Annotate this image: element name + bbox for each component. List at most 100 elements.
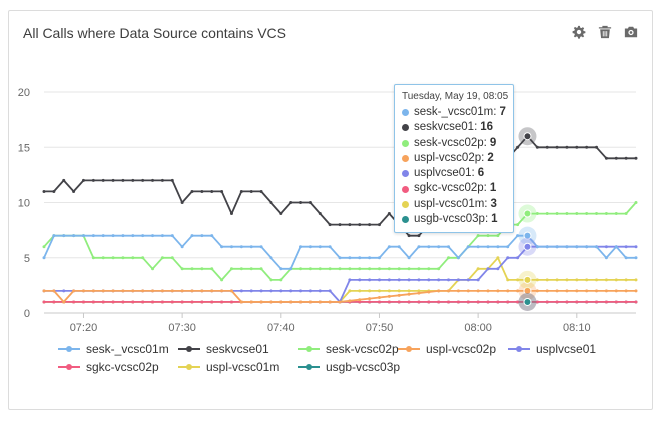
series-point xyxy=(486,267,490,271)
legend-item[interactable]: uspl-vcsc01m xyxy=(178,360,279,374)
series-point xyxy=(368,278,372,282)
series-point xyxy=(535,300,539,304)
series-point xyxy=(417,267,421,271)
legend-swatch xyxy=(58,344,80,354)
series-point xyxy=(358,223,362,227)
legend-swatch xyxy=(398,344,420,354)
series-point xyxy=(476,267,480,271)
series-point xyxy=(604,156,608,160)
series-point xyxy=(456,278,460,282)
highlight-point xyxy=(523,275,532,284)
series-point xyxy=(279,289,283,293)
camera-icon[interactable] xyxy=(624,25,638,39)
trash-icon[interactable] xyxy=(598,25,612,39)
panel-toolbar xyxy=(572,25,638,39)
series-point xyxy=(634,278,638,282)
series-point xyxy=(614,300,618,304)
legend-label: sesk-vcsc02p xyxy=(326,342,399,356)
legend-item[interactable]: uspl-vcsc02p xyxy=(398,342,496,356)
tooltip-series-value: 9 xyxy=(489,136,497,149)
series-point xyxy=(220,189,224,193)
series-point xyxy=(387,245,391,249)
legend-label: sesk-_vcsc01m xyxy=(86,342,169,356)
series-point xyxy=(131,289,135,293)
series-point xyxy=(62,178,66,182)
series-point xyxy=(555,245,559,249)
series-point xyxy=(358,256,362,260)
legend-item[interactable]: sesk-vcsc02p xyxy=(298,342,399,356)
legend-item[interactable]: seskvcse01 xyxy=(178,342,269,356)
legend-swatch xyxy=(298,344,320,354)
series-point xyxy=(170,300,174,304)
series-point xyxy=(338,267,342,271)
series-point xyxy=(397,245,401,249)
series-point xyxy=(427,278,431,282)
series-point xyxy=(555,145,559,149)
series-point xyxy=(447,289,451,293)
series-point xyxy=(279,212,283,216)
series-point xyxy=(151,178,155,182)
series-point xyxy=(377,300,381,304)
series-point xyxy=(52,234,56,238)
series-point xyxy=(496,256,500,260)
legend-label: usgb-vcsc03p xyxy=(326,360,401,374)
series-point xyxy=(318,289,322,293)
series-point xyxy=(131,256,135,260)
series-point xyxy=(456,300,460,304)
legend-item[interactable]: sesk-_vcsc01m xyxy=(58,342,169,356)
series-point xyxy=(407,289,411,293)
series-point xyxy=(368,267,372,271)
series-point xyxy=(585,212,589,216)
chart-tooltip: Tuesday, May 19, 08:05 sesk-_vcsc01m: 7 se… xyxy=(394,84,514,234)
series-point xyxy=(358,278,362,282)
series-point xyxy=(289,289,293,293)
series-point xyxy=(259,245,263,249)
legend-label: uspl-vcsc02p xyxy=(426,342,497,356)
series-point xyxy=(437,245,441,249)
series-point xyxy=(170,178,174,182)
legend-item[interactable]: usplvcse01 xyxy=(508,342,596,356)
series-point xyxy=(604,245,608,249)
series-point xyxy=(545,300,549,304)
series-point xyxy=(249,267,253,271)
series-point xyxy=(72,300,76,304)
series-point xyxy=(160,178,164,182)
series-point xyxy=(496,245,500,249)
series-point xyxy=(111,300,115,304)
series-point xyxy=(111,234,115,238)
series-point xyxy=(259,189,263,193)
series-point xyxy=(348,289,352,293)
series-point xyxy=(634,245,638,249)
series-point xyxy=(91,178,95,182)
series-point xyxy=(427,245,431,249)
y-tick-label: 5 xyxy=(24,253,30,265)
series-point xyxy=(545,245,549,249)
series-point xyxy=(358,300,362,304)
tooltip-dot xyxy=(402,139,409,147)
gear-icon[interactable] xyxy=(572,25,586,39)
legend-item[interactable]: usgb-vcsc03p xyxy=(298,360,400,374)
series-point xyxy=(279,278,283,282)
tooltip-row: usgb-vcsc03p: 1 xyxy=(402,212,506,227)
series-point xyxy=(180,245,184,249)
series-point xyxy=(407,292,411,296)
y-tick-label: 10 xyxy=(18,198,30,210)
series-point xyxy=(476,300,480,304)
series-point xyxy=(486,300,490,304)
tooltip-header: Tuesday, May 19, 08:05 xyxy=(402,91,509,102)
series-point xyxy=(417,289,421,293)
series-point xyxy=(180,300,184,304)
series-point xyxy=(565,145,569,149)
tooltip-series-value: 1 xyxy=(491,213,498,226)
tooltip-series-name: sesk-vcsc02p: xyxy=(414,136,487,149)
series-point xyxy=(308,267,312,271)
legend-label: usplvcse01 xyxy=(536,342,597,356)
series-point xyxy=(565,245,569,249)
series-point xyxy=(595,145,599,149)
series-point xyxy=(42,245,46,249)
y-tick-label: 20 xyxy=(18,87,30,99)
series-point xyxy=(229,267,233,271)
legend-item[interactable]: sgkc-vcsc02p xyxy=(58,360,159,374)
tooltip-dot xyxy=(402,185,409,193)
series-point xyxy=(506,278,510,282)
